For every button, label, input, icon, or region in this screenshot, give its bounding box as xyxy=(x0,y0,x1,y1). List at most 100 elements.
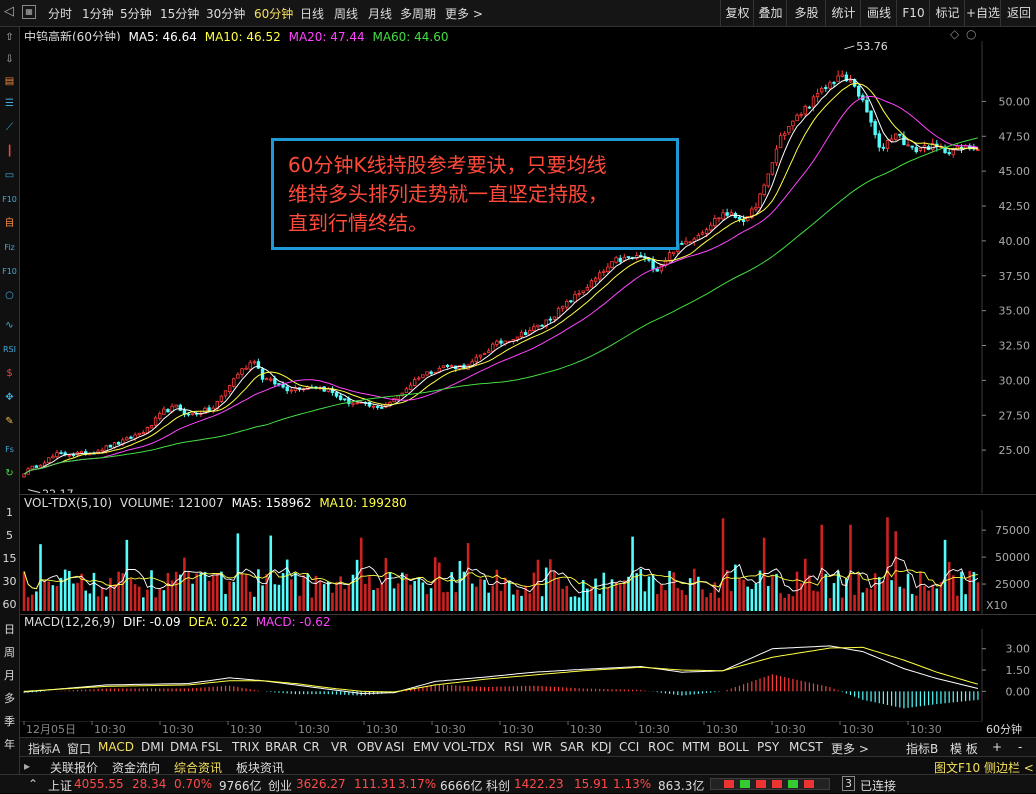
candlestick-chart[interactable]: 25.00 27.50 30.00 32.50 35.00 37.50 40.00 42.50… xyxy=(20,41,1036,493)
volume-bar xyxy=(631,536,634,611)
indicator-right-tab-0[interactable]: 指标B xyxy=(906,742,939,756)
indicator-tab-1[interactable]: 窗口 xyxy=(67,742,92,756)
period-tab-3[interactable]: 15分钟 xyxy=(160,7,200,21)
info-tab-1[interactable]: 资金流向 xyxy=(112,761,161,775)
f10-icon[interactable]: F10 xyxy=(2,195,17,204)
indicator-right-tab-2[interactable]: + xyxy=(992,740,1003,754)
toolbar-button-3[interactable]: 统计 xyxy=(825,0,861,26)
period-tab-7[interactable]: 周线 xyxy=(334,7,359,21)
indicator-tab-4[interactable]: DMA xyxy=(170,740,198,754)
fs-icon[interactable]: Fs xyxy=(5,445,14,454)
expand-icon[interactable]: ▸ xyxy=(24,759,31,773)
toolbar-button-6[interactable]: 标记 xyxy=(929,0,965,26)
volume-bar xyxy=(943,539,947,611)
move-icon[interactable]: ✥ xyxy=(5,392,14,403)
rsi-icon[interactable]: RSI xyxy=(3,345,16,354)
period-tab-10[interactable]: 更多 > xyxy=(445,7,483,21)
period-tab-1[interactable]: 1分钟 xyxy=(82,7,114,21)
f10x-icon[interactable]: F10 xyxy=(2,267,17,276)
volume-chart[interactable]: 25000 50000 75000 X10 xyxy=(20,510,1036,614)
left-period-1[interactable]: 5 xyxy=(6,529,13,542)
left-period-4[interactable]: 60 xyxy=(2,598,17,611)
self-select-icon[interactable]: 自 xyxy=(4,218,15,229)
left-period-10[interactable]: 年 xyxy=(4,738,15,751)
indicator-tab-20[interactable]: MTM xyxy=(682,740,711,754)
indicator-tab-0[interactable]: 指标A xyxy=(28,742,61,756)
collapse-icon[interactable]: ⌃ xyxy=(28,777,39,791)
indicator-tab-19[interactable]: ROC xyxy=(648,740,675,754)
kline-icon[interactable]: ┃ xyxy=(6,146,13,157)
period-tab-9[interactable]: 多周期 xyxy=(400,7,437,21)
candle-body xyxy=(585,287,590,291)
list-icon[interactable]: ☰ xyxy=(5,98,14,109)
indicator-tab-12[interactable]: EMV xyxy=(413,740,440,754)
left-period-7[interactable]: 月 xyxy=(4,669,15,682)
indicator-tab-9[interactable]: VR xyxy=(331,740,348,754)
kc-percent: 1.13% xyxy=(613,777,652,791)
pencil-icon[interactable]: ✎ xyxy=(5,416,14,427)
close-icon[interactable]: ○ xyxy=(966,27,977,41)
left-period-0[interactable]: 1 xyxy=(6,506,13,519)
indicator-tab-13[interactable]: VOL-TDX xyxy=(443,740,495,754)
arrow-down-icon[interactable]: ⇩ xyxy=(5,54,14,65)
left-period-3[interactable]: 30 xyxy=(2,575,17,588)
period-tab-0[interactable]: 分时 xyxy=(48,7,73,21)
quote-icon[interactable]: ▤ xyxy=(4,76,15,87)
macd-chart[interactable]: 0.00 1.50 3.00 xyxy=(20,629,1036,721)
info-right-label[interactable]: 图文F10 侧边栏 < xyxy=(934,761,1034,775)
indicator-right-tab-3[interactable]: - xyxy=(1018,740,1023,754)
info-tab-3[interactable]: 板块资讯 xyxy=(236,761,285,775)
toolbar-button-2[interactable]: 多股 xyxy=(786,0,826,26)
indicator-tab-10[interactable]: OBV xyxy=(357,740,383,754)
toolbar-button-4[interactable]: 画线 xyxy=(860,0,897,26)
indicator-tab-14[interactable]: RSI xyxy=(504,740,524,754)
left-period-9[interactable]: 季 xyxy=(4,715,15,728)
toolbar-button-0[interactable]: 复权 xyxy=(720,0,754,26)
period-tab-2[interactable]: 5分钟 xyxy=(120,7,152,21)
indicator-tab-11[interactable]: ASI xyxy=(385,740,405,754)
wave-icon[interactable]: ∿ xyxy=(5,320,14,331)
circle-icon[interactable]: ○ xyxy=(5,290,14,301)
volume-bar xyxy=(795,571,799,611)
indicator-tab-16[interactable]: SAR xyxy=(560,740,585,754)
indicator-tab-18[interactable]: CCI xyxy=(619,740,640,754)
indicator-tab-3[interactable]: DMI xyxy=(141,740,165,754)
info-tab-0[interactable]: 关联报价 xyxy=(50,761,99,775)
indicator-tab-2[interactable]: MACD xyxy=(98,740,134,754)
line-chart-icon[interactable]: ⟋ xyxy=(6,122,13,133)
kc-label: 科创 xyxy=(486,779,511,793)
left-period-2[interactable]: 15 xyxy=(2,552,17,565)
info-tab-2[interactable]: 综合资讯 xyxy=(174,761,223,775)
indicator-tab-22[interactable]: PSY xyxy=(757,740,780,754)
indicator-tab-23[interactable]: MCST xyxy=(789,740,823,754)
indicator-tab-8[interactable]: CR xyxy=(303,740,320,754)
toolbar-button-1[interactable]: 叠加 xyxy=(753,0,787,26)
toolbar-button-7[interactable]: +自选 xyxy=(964,0,1001,26)
toolbar-button-5[interactable]: F10 xyxy=(896,0,930,26)
left-period-8[interactable]: 多 xyxy=(4,692,15,705)
indicator-tab-5[interactable]: FSL xyxy=(201,740,222,754)
indicator-tab-7[interactable]: BRAR xyxy=(265,740,298,754)
period-tab-5[interactable]: 60分钟 xyxy=(254,7,294,21)
left-period-6[interactable]: 周 xyxy=(4,646,15,659)
back-icon[interactable]: ◁ xyxy=(4,4,14,19)
indicator-right-tab-1[interactable]: 模 板 xyxy=(950,742,978,756)
refresh-icon[interactable]: ↻ xyxy=(5,468,14,479)
toolbar-button-8[interactable]: 返回 xyxy=(1000,0,1036,26)
left-period-5[interactable]: 日 xyxy=(4,623,15,636)
indicator-tab-24[interactable]: 更多 > xyxy=(831,742,869,756)
indicator-tab-6[interactable]: TRIX xyxy=(232,740,260,754)
period-tab-8[interactable]: 月线 xyxy=(368,7,393,21)
candle-body xyxy=(343,398,347,401)
arrow-up-icon[interactable]: ⇧ xyxy=(5,32,14,43)
money-icon[interactable]: $ xyxy=(6,368,13,379)
indicator-tab-17[interactable]: KDJ xyxy=(591,740,612,754)
indicator-tab-15[interactable]: WR xyxy=(532,740,553,754)
diamond-icon[interactable]: ◇ xyxy=(950,27,960,41)
period-tab-4[interactable]: 30分钟 xyxy=(206,7,246,21)
period-tab-6[interactable]: 日线 xyxy=(300,7,325,21)
fiz-icon[interactable]: Fiz xyxy=(4,243,15,252)
report-icon[interactable]: ▭ xyxy=(4,170,15,181)
grid-icon[interactable]: ▦ xyxy=(22,5,36,19)
indicator-tab-21[interactable]: BOLL xyxy=(718,740,749,754)
